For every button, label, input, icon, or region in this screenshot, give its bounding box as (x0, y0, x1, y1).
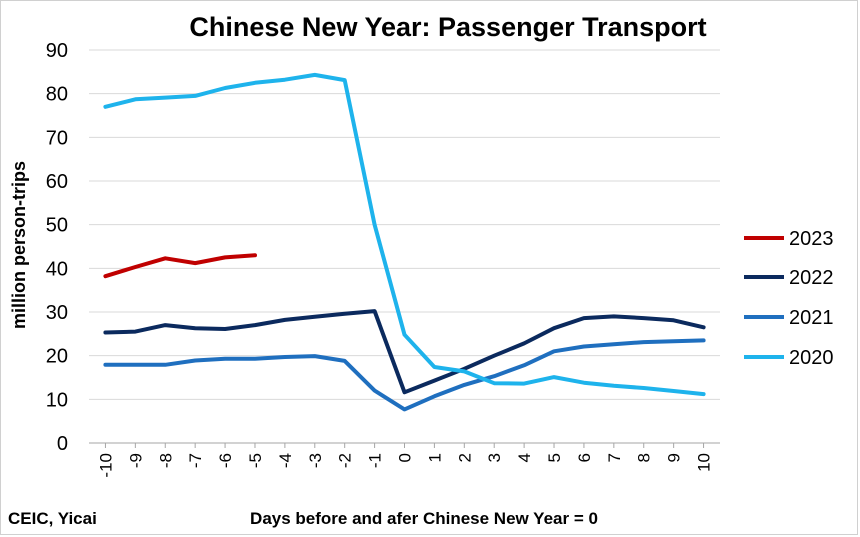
legend: 2023 2022 2021 2020 (744, 228, 834, 369)
x-tick-label: -5 (246, 453, 265, 468)
x-tick-label: 0 (396, 453, 415, 462)
series-line-2021 (103, 338, 706, 412)
x-tick-label: -2 (336, 453, 355, 468)
x-tick-label: 5 (545, 453, 564, 462)
x-tick-label: 3 (485, 453, 504, 462)
x-tick-label: -7 (186, 453, 205, 468)
source-note: CEIC, Yicai (8, 509, 97, 528)
x-tick-label: 9 (665, 453, 684, 462)
x-tick-label: 2 (455, 453, 474, 462)
series-line-2020 (103, 72, 706, 397)
x-axis-title: Days before and afer Chinese New Year = … (250, 509, 598, 528)
x-tick-label: -8 (156, 453, 175, 468)
x-tick-label: 1 (425, 453, 444, 462)
y-tick-label: 60 (46, 171, 68, 193)
y-axis-ticks: 0 10 20 30 40 50 60 70 80 90 (46, 40, 68, 455)
y-tick-label: 10 (46, 389, 68, 411)
x-tick-label: -10 (96, 453, 115, 478)
x-tick-label: 7 (605, 453, 624, 462)
y-tick-label: 50 (46, 215, 68, 237)
series-line-2023 (103, 253, 257, 279)
y-tick-label: 90 (46, 40, 68, 62)
x-tick-label: -9 (126, 453, 145, 468)
y-tick-label: 20 (46, 346, 68, 368)
x-tick-label: 6 (575, 453, 594, 462)
chart-title: Chinese New Year: Passenger Transport (189, 12, 706, 42)
legend-label-2020: 2020 (789, 347, 834, 369)
legend-label-2023: 2023 (789, 228, 834, 250)
x-tick-label: 8 (635, 453, 654, 462)
y-tick-label: 70 (46, 127, 68, 149)
x-tick-label: -1 (366, 453, 385, 468)
x-tick-label: -4 (276, 453, 295, 468)
x-tick-label: 10 (695, 453, 714, 472)
x-tick-label: -3 (306, 453, 325, 468)
y-tick-label: 0 (57, 433, 68, 455)
series-line-2022 (103, 309, 706, 395)
x-tick-label: 4 (515, 453, 534, 462)
gridlines (89, 49, 720, 444)
y-tick-label: 30 (46, 302, 68, 324)
legend-label-2022: 2022 (789, 267, 834, 289)
y-tick-label: 40 (46, 258, 68, 280)
series-lines (103, 72, 706, 412)
x-axis-ticks: -10 -9 -8 -7 -6 -5 -4 -3 -2 -1 0 1 2 3 4 5 6 7 8 9 10 (96, 443, 714, 478)
x-tick-label: -6 (216, 453, 235, 468)
y-axis-title: million person-trips (9, 161, 29, 329)
legend-label-2021: 2021 (789, 307, 834, 329)
y-tick-label: 80 (46, 84, 68, 106)
